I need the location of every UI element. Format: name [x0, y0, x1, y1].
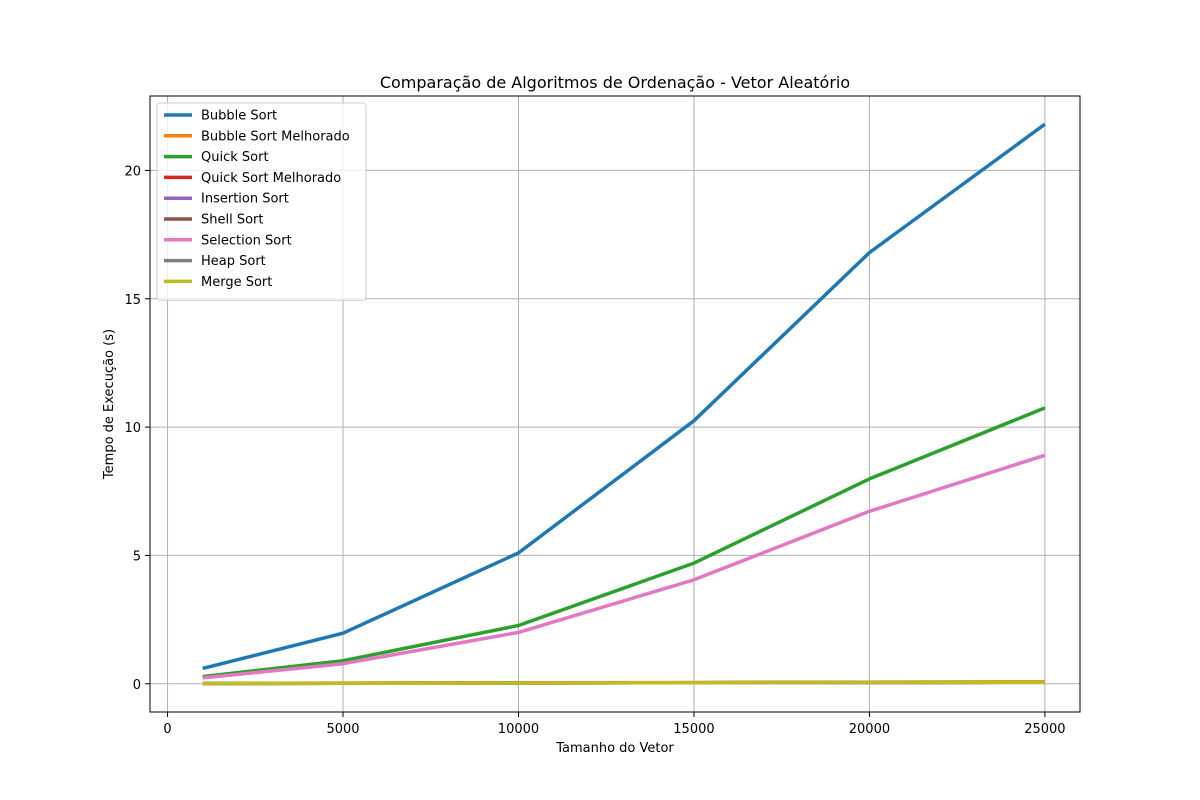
y-tick-label: 10: [124, 421, 141, 436]
x-axis-ticks: 0 5000 10000 15000 20000 25000: [163, 712, 1066, 737]
x-tick-label: 15000: [673, 722, 714, 737]
y-tick-label: 5: [133, 549, 141, 564]
y-axis-ticks: 0 5 10 15 20: [124, 164, 150, 693]
x-tick-label: 20000: [849, 722, 890, 737]
y-tick-label: 0: [133, 678, 141, 693]
series-line: [202, 406, 1046, 679]
x-tick-label: 25000: [1024, 722, 1065, 737]
y-tick-label: 15: [124, 293, 141, 308]
x-axis-label: Tamanho do Vetor: [555, 741, 674, 756]
legend-label: Merge Sort: [201, 275, 272, 290]
x-tick-label: 10000: [498, 722, 539, 737]
legend-label: Shell Sort: [201, 213, 264, 228]
y-axis-label: Tempo de Execução (s): [102, 329, 117, 480]
legend: Bubble Sort Bubble Sort Melhorado Quick So…: [156, 102, 367, 301]
series-line: [202, 453, 1046, 680]
x-tick-label: 0: [163, 722, 171, 737]
legend-label: Insertion Sort: [201, 192, 289, 207]
legend-label: Quick Sort Melhorado: [201, 171, 341, 186]
series-line: [202, 680, 1045, 686]
series-lines: [202, 122, 1046, 686]
legend-label: Bubble Sort Melhorado: [201, 129, 350, 144]
x-tick-label: 5000: [326, 722, 359, 737]
y-tick-label: 20: [124, 164, 141, 179]
legend-label: Bubble Sort: [201, 109, 277, 124]
chart-title: Comparação de Algoritmos de Ordenação - …: [380, 73, 850, 92]
legend-label: Quick Sort: [201, 150, 269, 165]
series-line: [202, 122, 1046, 671]
legend-box: [156, 102, 367, 301]
plot-frame: [149, 95, 1081, 713]
legend-label: Selection Sort: [201, 233, 292, 248]
legend-label: Heap Sort: [201, 254, 266, 269]
